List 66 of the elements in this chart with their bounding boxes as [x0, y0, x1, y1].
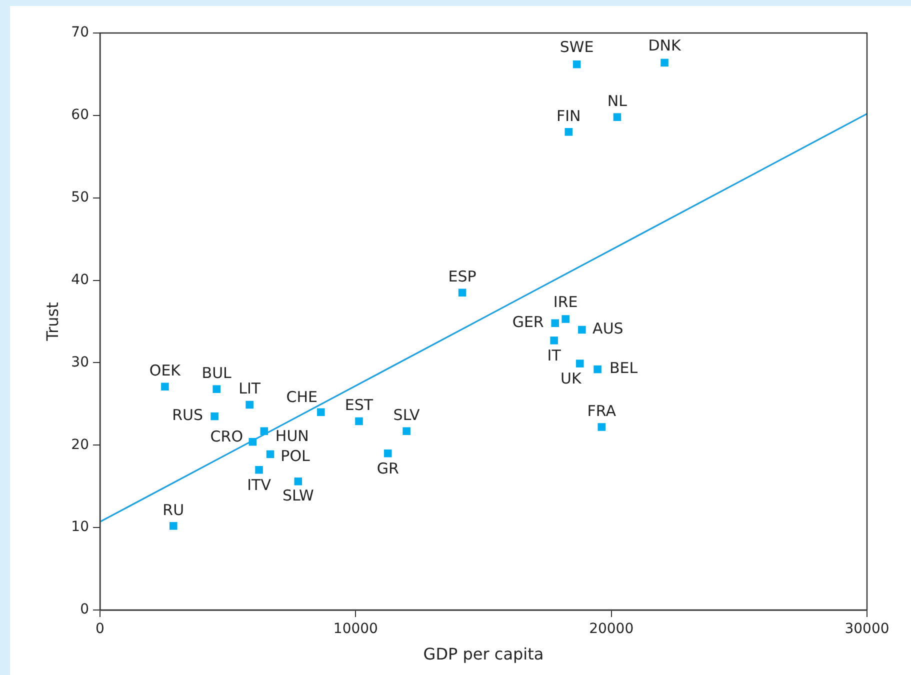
y-tick-label: 60 — [71, 107, 90, 124]
annotation: DNK — [648, 36, 682, 55]
annotation: OEK — [149, 362, 182, 380]
annotation: IRE — [553, 292, 578, 311]
annotation: BEL — [609, 359, 638, 378]
point — [248, 438, 257, 446]
annotation: GER — [512, 313, 544, 332]
annotation: GR — [376, 459, 399, 478]
point — [161, 382, 169, 391]
y-tick-label: 70 — [71, 24, 90, 41]
y-axis-title: Trust — [42, 302, 62, 342]
annotation: ESP — [448, 268, 476, 286]
annotation: NL — [607, 92, 628, 110]
annotation: SLV — [393, 406, 421, 424]
point — [210, 412, 218, 420]
annotation: SWE — [560, 38, 594, 56]
point — [572, 60, 581, 68]
point — [550, 336, 558, 344]
annotation: RU — [162, 500, 184, 519]
point — [551, 319, 559, 328]
point — [598, 423, 606, 431]
point — [255, 466, 263, 474]
annotation: SLW — [282, 486, 314, 504]
annotation: AUS — [592, 320, 624, 338]
annotation: UK — [560, 369, 582, 388]
annotation: EST — [344, 396, 374, 414]
point — [260, 427, 268, 436]
x-tick-label: 0 — [96, 621, 104, 638]
point — [594, 365, 602, 374]
point — [355, 417, 363, 426]
x-tick-label: 20000 — [589, 621, 634, 638]
annotation: FRA — [587, 402, 617, 420]
point — [212, 385, 220, 393]
point — [613, 113, 622, 121]
annotation: LIT — [238, 380, 262, 398]
point — [402, 427, 410, 436]
y-tick-label: 40 — [71, 272, 90, 288]
annotation: RUS — [172, 406, 204, 424]
x-axis-title: GDP per capita — [423, 644, 544, 664]
point — [562, 315, 570, 323]
annotation: ITV — [247, 476, 272, 494]
point — [660, 58, 668, 67]
point — [564, 128, 573, 136]
point — [170, 522, 178, 530]
annotation: CHE — [286, 388, 318, 406]
y-tick-label: 30 — [71, 354, 90, 370]
y-tick-label: 10 — [71, 519, 90, 536]
y-tick-label: 50 — [71, 190, 90, 206]
annotation: IT — [547, 346, 562, 364]
point — [576, 360, 584, 368]
annotation: HUN — [275, 427, 309, 446]
annotation: BUL — [202, 364, 232, 382]
point — [246, 400, 254, 409]
point — [384, 449, 392, 458]
y-tick-label: 20 — [71, 436, 90, 453]
annotation: FIN — [556, 106, 581, 125]
annotation: CRO — [210, 428, 243, 446]
x-tick-label: 30000 — [844, 621, 890, 638]
point — [266, 450, 274, 458]
point — [458, 288, 466, 297]
y-tick-label: 0 — [80, 602, 90, 618]
point — [578, 326, 586, 334]
point — [294, 478, 302, 486]
annotation: POL — [280, 447, 311, 466]
point — [317, 408, 325, 416]
x-tick-label: 10000 — [333, 621, 378, 638]
